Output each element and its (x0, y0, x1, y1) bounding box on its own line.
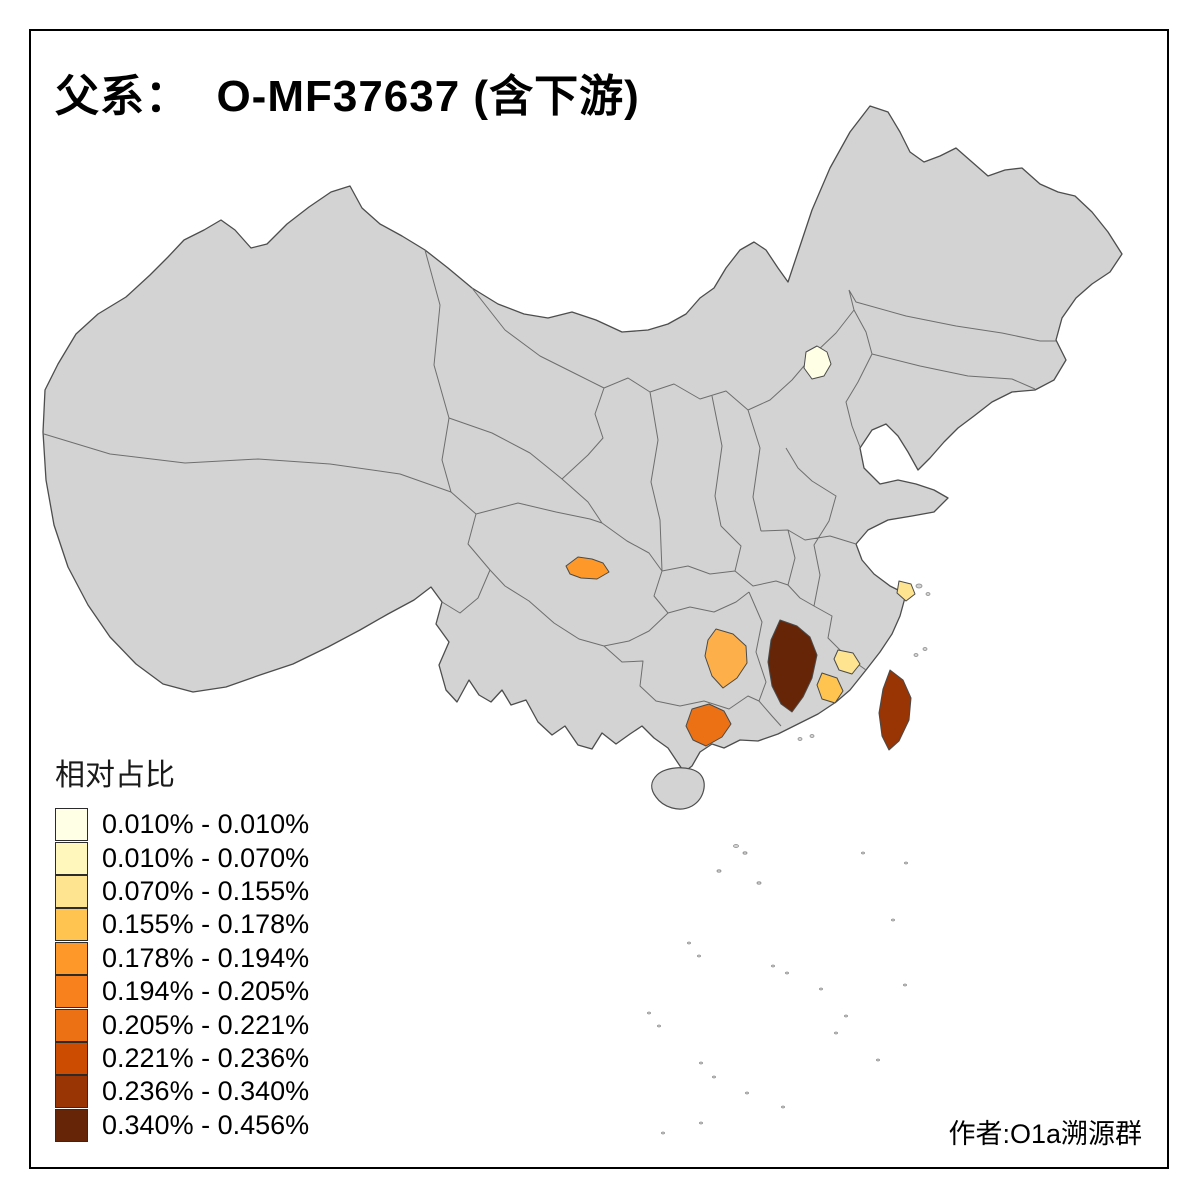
legend-label: 0.155% - 0.178% (102, 909, 310, 940)
legend-swatch (55, 808, 88, 842)
legend: 相对占比 0.010% - 0.010% 0.010% - 0.070% 0.070… (55, 750, 309, 1142)
region-guangdong-north (833, 649, 861, 675)
legend-swatch (55, 1108, 88, 1142)
legend-label: 0.205% - 0.221% (102, 1009, 310, 1040)
attribution: 作者:O1a溯源群 (948, 1119, 1142, 1149)
legend-label: 0.340% - 0.456% (102, 1109, 310, 1140)
legend-item: 0.236% - 0.340% (55, 1075, 310, 1109)
legend-label: 0.010% - 0.010% (102, 809, 310, 840)
legend-item: 0.340% - 0.456% (55, 1108, 310, 1142)
legend-label: 0.010% - 0.070% (102, 842, 310, 873)
sea-islands (647, 583, 931, 1135)
region-jiangxi (767, 619, 818, 713)
legend-swatch (55, 841, 88, 875)
region-taiwan (878, 669, 912, 751)
legend-item: 0.010% - 0.010% (55, 808, 310, 842)
legend-swatch (55, 1075, 88, 1109)
legend-item: 0.221% - 0.236% (55, 1041, 310, 1075)
hainan-island-shape (651, 767, 705, 810)
legend-item: 0.178% - 0.194% (55, 941, 310, 975)
region-beijing (803, 345, 832, 380)
legend-title: 相对占比 (55, 759, 175, 792)
legend-label: 0.236% - 0.340% (102, 1076, 310, 1107)
legend-item: 0.194% - 0.205% (55, 975, 310, 1009)
region-guangdong-south (816, 672, 844, 704)
legend-label: 0.221% - 0.236% (102, 1042, 310, 1073)
legend-label: 0.070% - 0.155% (102, 875, 310, 906)
region-guizhou (704, 628, 748, 689)
legend-swatch (55, 874, 88, 908)
legend-label: 0.194% - 0.205% (102, 976, 310, 1007)
mainland-shape (42, 105, 1123, 773)
legend-items: 0.010% - 0.010% 0.010% - 0.070% 0.070% - 0… (55, 808, 309, 1142)
page-title: 父系： O-MF37637 (含下游) (55, 72, 640, 121)
province-borders (43, 249, 1056, 727)
legend-item: 0.155% - 0.178% (55, 908, 310, 942)
region-guangxi (685, 703, 732, 747)
legend-swatch (55, 941, 88, 975)
legend-swatch (55, 1041, 88, 1075)
region-shanghai (896, 580, 916, 602)
legend-swatch (55, 908, 88, 942)
region-chengdu (565, 556, 610, 580)
legend-swatch (55, 975, 88, 1009)
legend-item: 0.205% - 0.221% (55, 1008, 310, 1042)
legend-item: 0.010% - 0.070% (55, 841, 310, 875)
legend-item: 0.070% - 0.155% (55, 874, 310, 908)
legend-label: 0.178% - 0.194% (102, 942, 310, 973)
legend-swatch (55, 1008, 88, 1042)
